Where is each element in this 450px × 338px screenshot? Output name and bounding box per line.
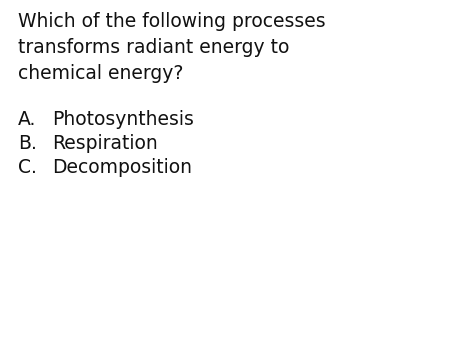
Text: chemical energy?: chemical energy? [18,64,184,83]
Text: Which of the following processes: Which of the following processes [18,12,326,31]
Text: B.: B. [18,134,37,153]
Text: Respiration: Respiration [52,134,158,153]
Text: A.: A. [18,110,36,129]
Text: Photosynthesis: Photosynthesis [52,110,194,129]
Text: Decomposition: Decomposition [52,158,192,177]
Text: transforms radiant energy to: transforms radiant energy to [18,38,289,57]
Text: C.: C. [18,158,37,177]
